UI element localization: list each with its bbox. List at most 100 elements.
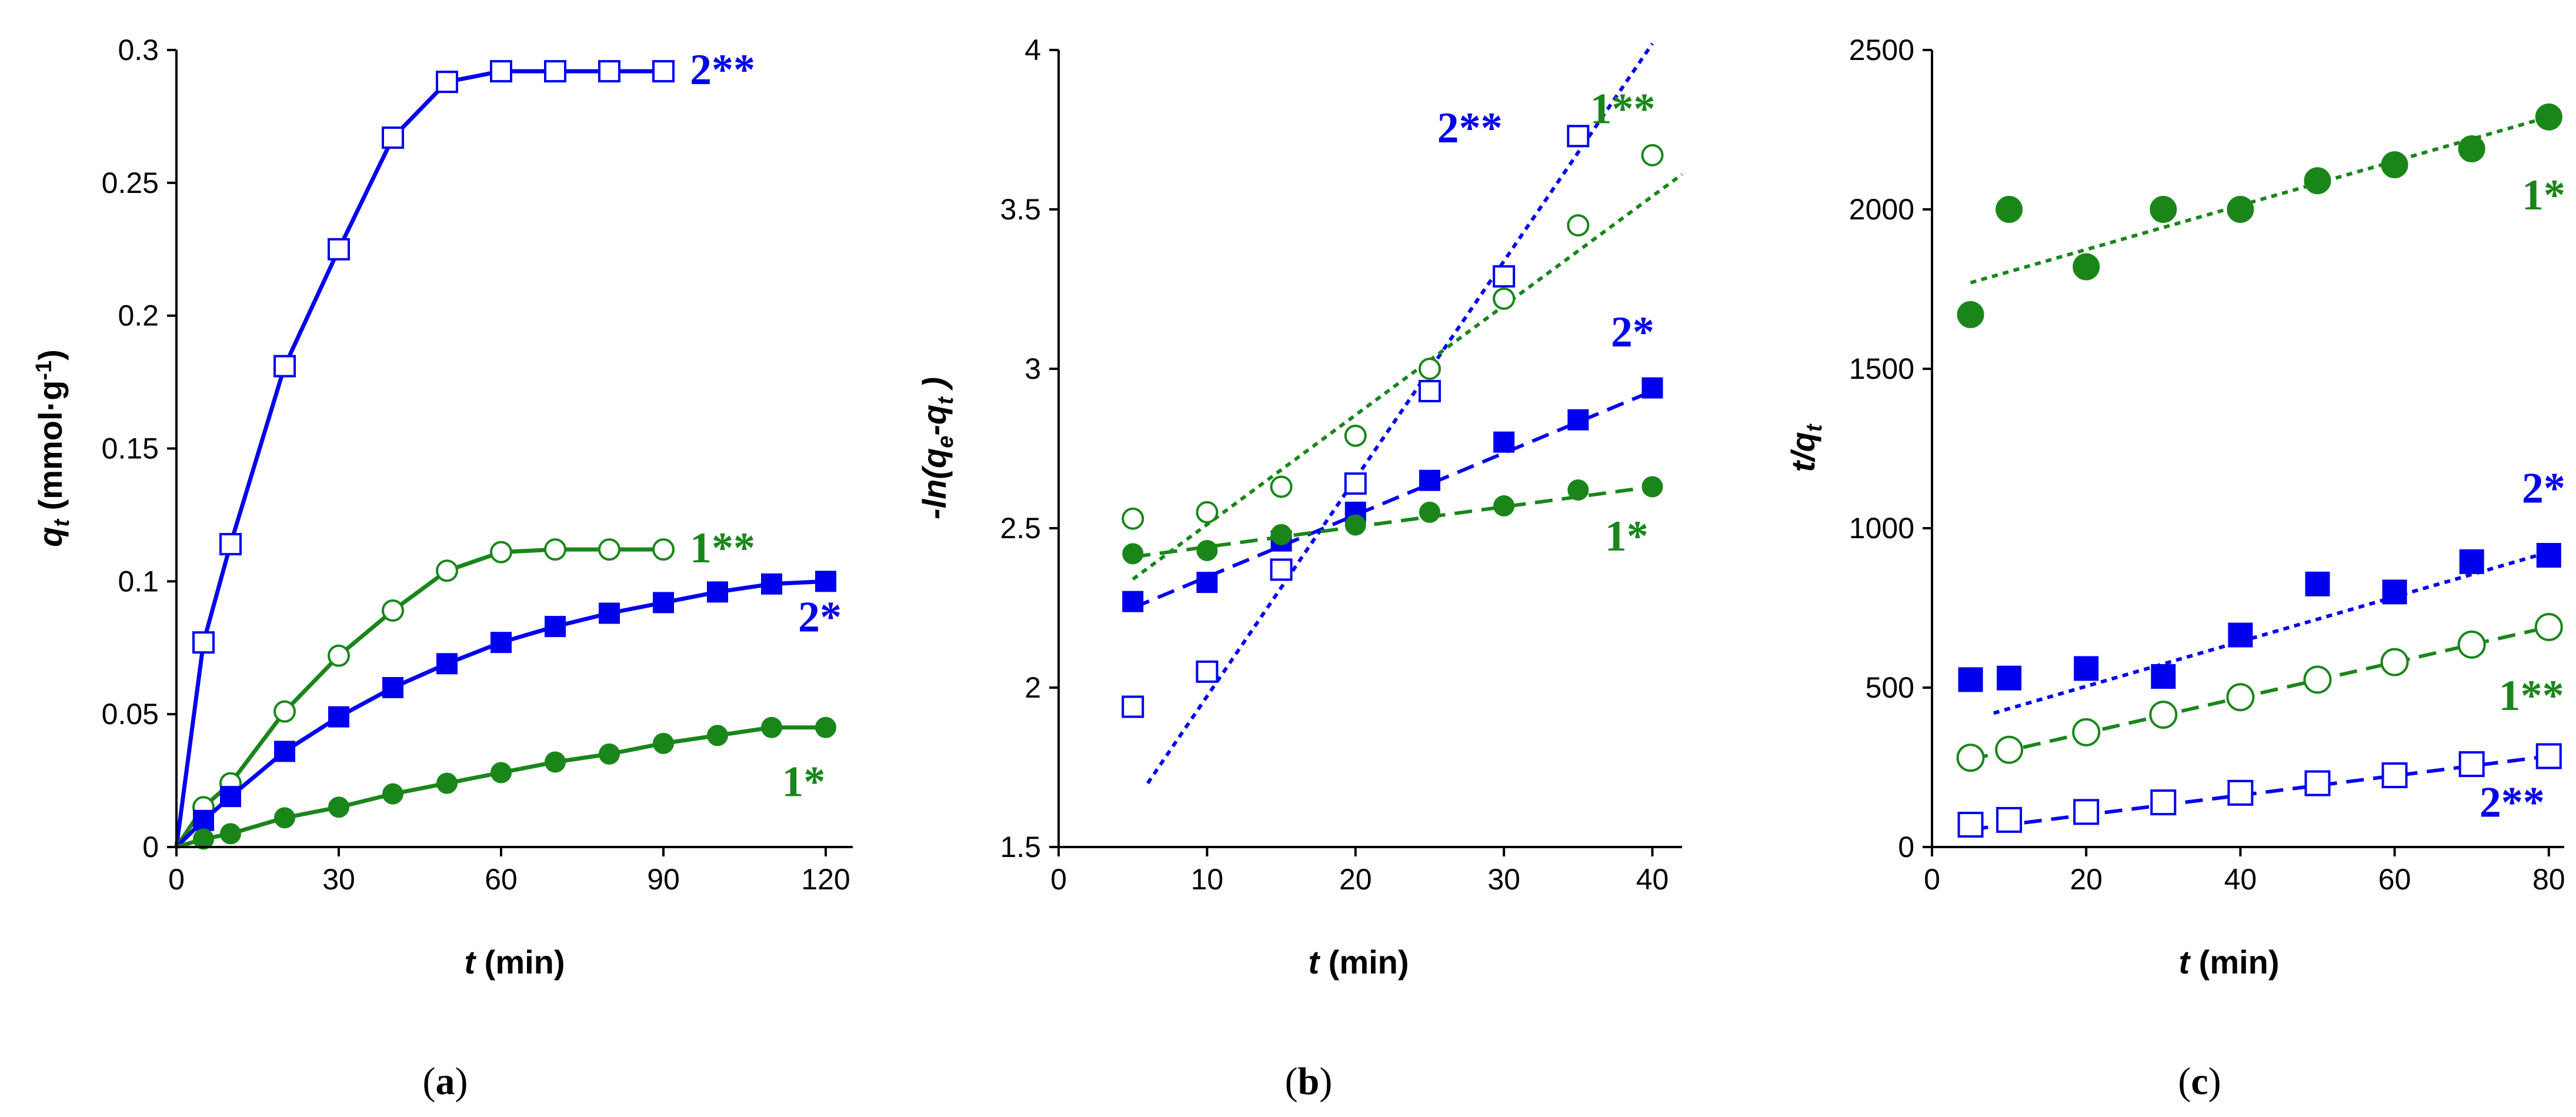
- panel-b-series-label-s2-1star: 2*: [1611, 308, 1654, 356]
- panel-c-series-s1-2star-point: [2534, 613, 2563, 642]
- panel-b-y-tick-label: 2: [1025, 671, 1041, 704]
- panel-b-label: (b): [1285, 1060, 1333, 1103]
- panel-a-y-tick-label: 0.05: [102, 698, 159, 731]
- panel-c-series-s2-2star-point: [2381, 762, 2408, 789]
- panel-a-series-s2-2star-point: [436, 71, 458, 94]
- panel-c-series-s2-1star-point: [2459, 549, 2484, 574]
- panel-a-series-label-s1-2star: 1**: [690, 524, 755, 572]
- panel-a-series-s2-2star-point: [598, 60, 620, 83]
- panel-c-series-s2-2star-fit-line: [1970, 754, 2550, 832]
- panel-a-series-s2-2star-point: [192, 631, 215, 654]
- panel-a-series-s1-2star-point: [273, 700, 296, 723]
- panel-c-series-s2-1star-point: [1958, 667, 1983, 692]
- panel-a-plot: 0 30 60 90 120 0 0.05 0.1 0.15 0.2 0.25 0.3 2** 1** 2*…: [102, 34, 850, 896]
- panel-a-series-label-s2-2star: 2**: [690, 46, 755, 94]
- panel-b-y-tick-label: 3.5: [1000, 193, 1041, 226]
- panel-c-plot: 0 20 40 60 80 0 500 1000 1500 2000 2500 1* 2* 1** 2**: [1849, 34, 2565, 896]
- panel-c-y-tick-label: 1500: [1849, 352, 1914, 385]
- panel-c-y-tick-label: 2000: [1849, 193, 1914, 226]
- panel-a-series-s2-1star-point: [707, 581, 728, 603]
- panel-a-series-s1-2star-point: [598, 538, 620, 561]
- panel-b-series-s2-1star-fit-line: [1132, 389, 1653, 610]
- panel-c-series-s1-2star-point: [1995, 735, 2024, 764]
- panel-a-y-label: qt (mmol·g-1): [32, 349, 74, 547]
- panel-a-series-s2-1star-point: [653, 592, 674, 613]
- panel-a-series-s2-1star-point: [599, 602, 620, 624]
- panel-c-series-s2-1star-point: [2074, 656, 2099, 681]
- panel-a-series-s2-1star-point: [436, 653, 458, 675]
- panel-a-series-s1-1star-point: [220, 823, 241, 845]
- panel-a-series-s1-1star-point: [545, 751, 566, 773]
- panel-c-series-s1-2star-point: [2457, 630, 2486, 659]
- panel-a-series-s1-1star-point: [707, 725, 728, 746]
- panel-a-y-tick-label: 0.3: [118, 34, 159, 66]
- panel-b-y-tick-label: 2.5: [1000, 512, 1041, 545]
- panel-c-series-s1-2star-fit-line: [1970, 625, 2550, 761]
- panel-b-series-s2-1star-point: [1493, 431, 1515, 453]
- panel-a-series-s1-1star-point: [274, 807, 295, 829]
- panel-a-series-s2-1star-point: [382, 677, 403, 698]
- panel-a-series-s1-1star-point: [382, 783, 403, 805]
- panel-c-x-label: t (min): [2178, 943, 2279, 981]
- panel-a-series-s1-1star-point: [490, 762, 512, 783]
- panel-c-y-tick-label: 0: [1898, 831, 1914, 863]
- panel-c: 0 20 40 60 80050010001500200025001*2*1**2** …: [1784, 34, 2565, 1103]
- panel-b-plot: 0 10 20 30 40 1.5 2 2.5 3 3.5 4 2** 1** 2* 1*: [1000, 34, 1683, 896]
- panel-b-x-tick-label: 0: [1050, 863, 1067, 896]
- panel-c-y-tick-label: 1000: [1849, 512, 1914, 545]
- panel-b-series-s1-2star-fit-line: [1132, 172, 1683, 581]
- panel-c-series-s2-2star-point: [2227, 779, 2254, 806]
- panel-a-series-s2-1star-point: [274, 741, 295, 762]
- panel-c-series-s2-1star-point: [1997, 665, 2022, 691]
- panel-a-series-s2-2star-point: [490, 60, 512, 83]
- panel-a-series-s2-2star-point: [544, 60, 566, 83]
- panel-a-series-s2-1star-point: [815, 571, 836, 592]
- panel-a-series-s1-1star-point: [599, 743, 620, 765]
- panel-b-x-tick-label: 30: [1487, 863, 1520, 896]
- panel-b-series-s2-2star-point: [1344, 472, 1367, 495]
- panel-c-x-tick-label: 20: [2070, 863, 2103, 896]
- panel-c-x-tick-label: 80: [2532, 863, 2565, 896]
- panel-b-y-tick-label: 1.5: [1000, 831, 1041, 863]
- panel-c-x-tick-label: 60: [2378, 863, 2411, 896]
- panel-b-series-s2-2star-point: [1196, 660, 1219, 683]
- panel-a-x-tick-label: 120: [801, 863, 850, 896]
- panel-b-y-tick-label: 3: [1025, 352, 1041, 385]
- panel-b-series-s1-1star-point: [1641, 476, 1663, 498]
- panel-a-series-s2-2star-line: [174, 69, 663, 848]
- panel-c-series-label-s2-2star: 2**: [2480, 779, 2545, 827]
- panel-a: 0 30 60 90 120 0 0.05 0.1 0.15 0.2 0.25 0.3 2** 1** 2*…: [32, 34, 853, 1103]
- panel-b-y-label: -ln(qe-qt ): [916, 377, 958, 519]
- panel-c-series-s2-2star-point: [1996, 806, 2023, 833]
- panel-a-series-s1-1star-point: [328, 796, 349, 818]
- panel-a-series-s2-1star-point: [328, 706, 349, 728]
- panel-b-series-s1-1star-point: [1493, 495, 1515, 517]
- panel-a-series-s1-1star-point: [193, 828, 214, 850]
- panel-a-series-s2-1star-point: [220, 786, 241, 808]
- panel-b-series-s2-1star-point: [1196, 572, 1218, 593]
- panel-b-series-s1-2star-point: [1641, 144, 1664, 166]
- panel-b-series-s1-1star-point: [1344, 514, 1366, 536]
- panel-a-series-s2-2star-point: [273, 355, 296, 378]
- panel-b-series-s1-1star-point: [1567, 479, 1589, 501]
- panel-c-y-label: t/qt: [1784, 424, 1827, 472]
- panel-c-series-s1-1star-point: [2073, 253, 2100, 281]
- panel-a-y-tick-label: 0.1: [118, 565, 159, 598]
- panel-a-x-tick-label: 0: [168, 863, 185, 896]
- panel-b-series-s2-1star-point: [1641, 377, 1663, 399]
- panel-c-series-s1-1star-point: [2227, 196, 2254, 223]
- panel-a-series-s1-2star-point: [382, 599, 404, 622]
- panel-c-series-s2-2star-point: [1957, 812, 1984, 838]
- panel-a-y-tick-label: 0.25: [102, 166, 159, 199]
- panel-b-series-s1-2star-point: [1196, 501, 1219, 524]
- panel-a-series-s1-1star-point: [653, 732, 674, 754]
- panel-b-series-s1-1star-point: [1196, 539, 1218, 561]
- panel-a-series-s2-1star-point: [761, 573, 782, 595]
- panel-c-x-tick-label: 0: [1924, 863, 1940, 896]
- panel-c-series-s1-2star-point: [2226, 683, 2255, 712]
- panel-a-series-s1-2star-point: [436, 559, 458, 582]
- panel-c-series-s1-1star-point: [2150, 196, 2177, 223]
- panel-b-series-s2-1star-point: [1122, 591, 1144, 612]
- panel-a-series-s1-2star-line: [175, 547, 663, 848]
- panel-c-series-s1-1star-point: [1957, 301, 1984, 328]
